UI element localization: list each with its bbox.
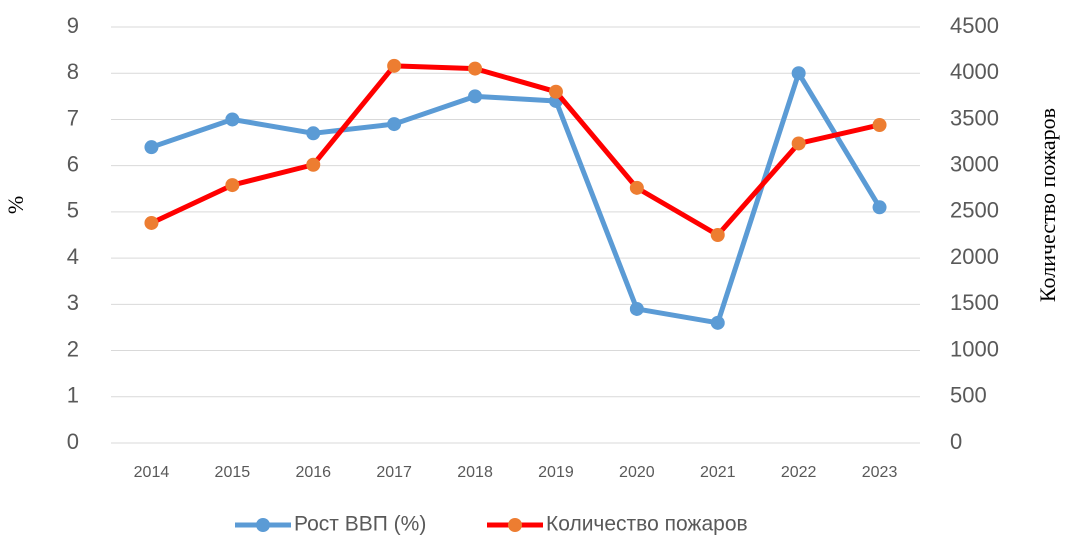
y2-tick-label: 2000: [950, 244, 999, 269]
x-tick-label: 2015: [215, 464, 251, 481]
y2-tick-label: 0: [950, 429, 962, 454]
x-tick-label: 2017: [376, 464, 412, 481]
data-point: [468, 89, 483, 104]
y-tick-label: 9: [67, 13, 79, 38]
y2-tick-label: 3500: [950, 105, 999, 130]
data-point: [710, 228, 725, 242]
data-point: [629, 301, 644, 316]
data-point: [144, 215, 159, 230]
legend-marker: [256, 518, 270, 532]
data-point: [387, 58, 402, 73]
data-point: [144, 140, 159, 155]
data-point: [872, 200, 887, 215]
data-point: [791, 66, 806, 81]
x-tick-label: 2021: [700, 464, 736, 481]
data-point: [629, 180, 644, 195]
series-line: [150, 70, 882, 326]
x-tick-label: 2020: [619, 464, 655, 481]
legend-marker: [508, 518, 522, 532]
series-line: [150, 63, 881, 238]
data-point: [548, 84, 563, 99]
data-point: [306, 157, 321, 172]
y-tick-label: 5: [67, 198, 79, 223]
y2-tick-label: 1000: [950, 336, 999, 361]
y-tick-label: 3: [67, 290, 79, 315]
y-tick-label: 2: [67, 336, 79, 361]
data-point: [468, 61, 483, 76]
y2-axis-label: Количество пожаров: [1035, 108, 1060, 302]
x-tick-label: 2023: [862, 464, 898, 481]
x-tick-label: 2014: [134, 464, 170, 481]
y-tick-label: 6: [67, 151, 79, 176]
data-point: [791, 136, 806, 151]
data-point: [387, 117, 402, 132]
data-point: [225, 178, 240, 193]
y-tick-label: 8: [67, 59, 79, 84]
y-tick-label: 7: [67, 105, 79, 130]
x-tick-label: 2016: [295, 464, 331, 481]
data-point: [225, 112, 240, 127]
x-tick-label: 2019: [538, 464, 574, 481]
data-point: [872, 117, 887, 132]
data-point: [306, 126, 321, 141]
data-point: [710, 315, 725, 330]
y-tick-label: 4: [67, 244, 79, 269]
y2-tick-label: 500: [950, 383, 987, 408]
y-axis-label: %: [3, 196, 28, 214]
legend-label: Рост ВВП (%): [294, 513, 426, 536]
legend-label: Количество пожаров: [546, 513, 748, 536]
y-tick-label: 1: [67, 383, 79, 408]
x-tick-label: 2022: [781, 464, 817, 481]
x-tick-label: 2018: [457, 464, 493, 481]
y2-tick-label: 2500: [950, 198, 999, 223]
y2-tick-label: 4500: [950, 13, 999, 38]
y-tick-label: 0: [67, 429, 79, 454]
y2-tick-label: 1500: [950, 290, 999, 315]
y2-tick-label: 3000: [950, 151, 999, 176]
y2-tick-label: 4000: [950, 59, 999, 84]
